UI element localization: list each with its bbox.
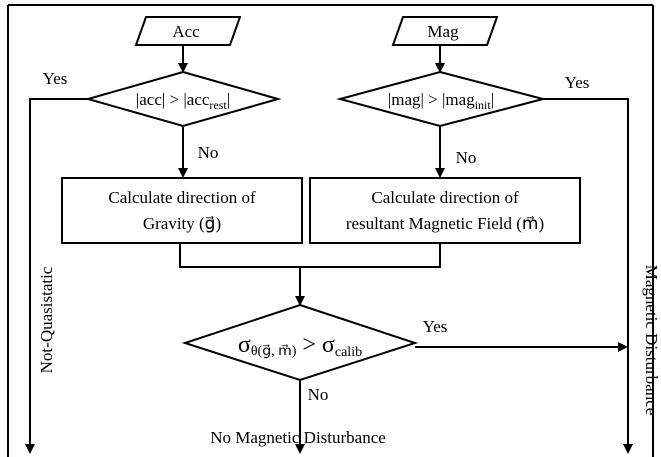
text: | <box>227 90 230 109</box>
text: > σ <box>296 332 335 358</box>
decision-mag-label: |mag| > |maginit| <box>388 90 494 112</box>
label-yes: Yes <box>565 73 590 92</box>
text: σ <box>238 332 251 358</box>
input-acc <box>134 16 242 46</box>
text: | <box>491 90 494 109</box>
decision-acc-label: |acc| > |accrest| <box>136 90 230 112</box>
label-no: No <box>456 148 477 167</box>
label-magnetic-disturbance: Magnetic Disturbance <box>642 265 661 416</box>
label-no: No <box>308 385 329 404</box>
text: |mag| > |mag <box>388 90 475 109</box>
subscript: rest <box>209 98 227 112</box>
input-mag-label: Mag <box>427 22 459 41</box>
label-no-magnetic-disturbance: No Magnetic Disturbance <box>210 428 386 447</box>
text: |acc| > |acc <box>136 90 210 109</box>
label-no: No <box>198 143 219 162</box>
box-gravity <box>61 177 303 244</box>
frame <box>7 4 654 457</box>
label-not-quasistatic: Not-Quasistatic <box>37 266 56 373</box>
box-text: resultant Magnetic Field (m⃗) <box>346 214 544 233</box>
input-mag <box>391 16 499 46</box>
input-acc-label: Acc <box>172 22 200 41</box>
subscript: θ(g⃗, m⃗) <box>251 344 297 359</box>
subscript: calib <box>335 345 362 360</box>
box-field <box>309 177 581 244</box>
box-text: Calculate direction of <box>371 188 519 207</box>
decision-sigma-label: σθ(g⃗, m⃗) > σcalib <box>238 332 362 360</box>
connectors <box>25 45 633 454</box>
decision-mag <box>336 70 547 128</box>
label-yes: Yes <box>423 317 448 336</box>
box-text: Gravity (g⃗) <box>143 214 221 233</box>
box-text: Calculate direction of <box>108 188 256 207</box>
label-yes: Yes <box>43 69 68 88</box>
subscript: init <box>475 98 492 112</box>
decision-sigma <box>181 303 419 382</box>
decision-acc <box>84 70 282 128</box>
